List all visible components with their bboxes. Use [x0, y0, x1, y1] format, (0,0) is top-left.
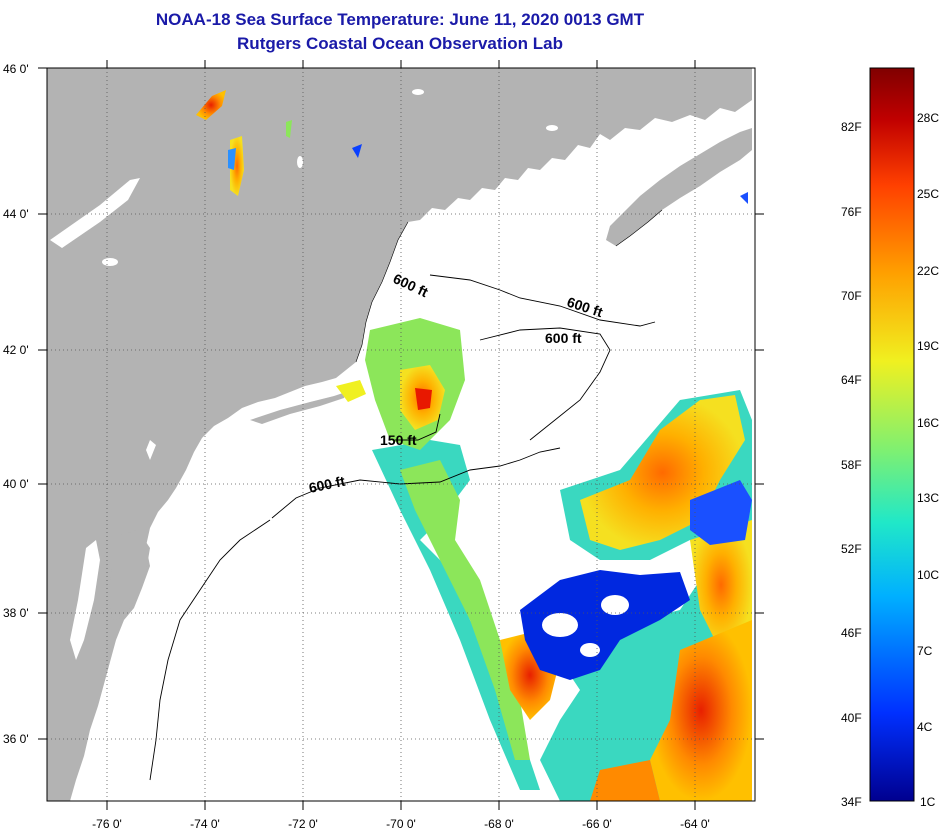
color-scale-gradient: [869, 67, 915, 802]
lon-label-70: -70 0': [386, 817, 416, 831]
scale-f-46: 46F: [841, 626, 862, 640]
scale-f-40: 40F: [841, 711, 862, 725]
lon-label-64: -64 0': [680, 817, 710, 831]
depth-contours: [149, 274, 656, 781]
lat-label-36: 36 0': [3, 732, 29, 746]
depth-label-150ft: 150 ft: [380, 432, 417, 448]
land-nova-scotia: [606, 128, 752, 246]
lat-label-44: 44 0': [3, 207, 29, 221]
scale-f-34: 34F: [841, 795, 862, 809]
scale-c-1: 1C: [920, 795, 936, 809]
lat-label-38: 38 0': [3, 606, 29, 620]
inland-water: [50, 89, 558, 660]
scale-c-7: 7C: [917, 644, 933, 658]
scale-c-16: 16C: [917, 416, 939, 430]
scale-f-76: 76F: [841, 205, 862, 219]
scale-f-82: 82F: [841, 120, 862, 134]
scale-c-10: 10C: [917, 568, 939, 582]
lat-label-46: 46 0': [3, 62, 29, 76]
sst-swath: [196, 90, 752, 801]
depth-label-600ft-south: 600 ft: [307, 473, 346, 496]
map-subtitle: Rutgers Coastal Ocean Observation Lab: [237, 34, 563, 53]
scale-f-70: 70F: [841, 289, 862, 303]
scale-c-13: 13C: [917, 491, 939, 505]
scale-f-58: 58F: [841, 458, 862, 472]
lon-label-72: -72 0': [288, 817, 318, 831]
lon-label-74: -74 0': [190, 817, 220, 831]
lat-label-40: 40 0': [3, 477, 29, 491]
lon-label-76: -76 0': [92, 817, 122, 831]
axis-ticks: [38, 60, 764, 810]
depth-label-600ft-georges: 600 ft: [545, 330, 582, 346]
scale-c-19: 19C: [917, 339, 939, 353]
lon-label-66: -66 0': [582, 817, 612, 831]
lat-label-42: 42 0': [3, 343, 29, 357]
scale-c-4: 4C: [917, 720, 933, 734]
scale-c-25: 25C: [917, 187, 939, 201]
map-title: NOAA-18 Sea Surface Temperature: June 11…: [155, 10, 645, 29]
coastline: [355, 209, 663, 363]
land-delmarva: [108, 530, 150, 620]
lon-label-68: -68 0': [484, 817, 514, 831]
scale-c-22: 22C: [917, 264, 939, 278]
land-long-island: [250, 392, 346, 424]
scale-f-52: 52F: [841, 542, 862, 556]
scale-f-64: 64F: [841, 373, 862, 387]
land-us-mainland: [47, 68, 752, 801]
scale-c-28: 28C: [917, 111, 939, 125]
